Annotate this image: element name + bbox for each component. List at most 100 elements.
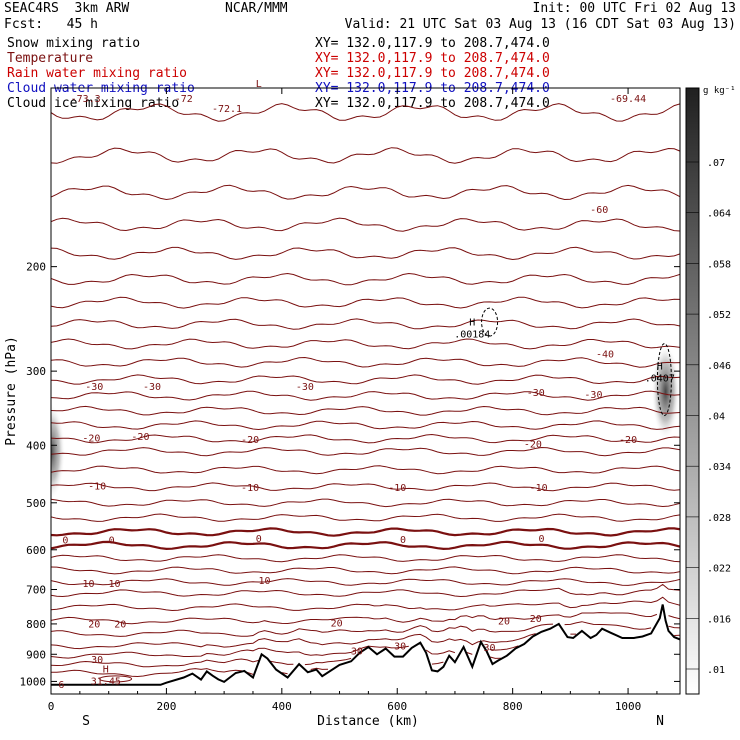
field-name-snow: Snow mixing ratio bbox=[7, 36, 141, 51]
x-axis-label: Distance (km) bbox=[317, 714, 419, 729]
temperature-contour-28 bbox=[51, 621, 680, 637]
y-tick-label-3: 500 bbox=[26, 497, 46, 510]
contour-label-30: 20 bbox=[331, 618, 343, 629]
contour-label-5: -40 bbox=[596, 349, 614, 360]
contour-label-9: -30 bbox=[527, 388, 545, 399]
temperature-contour-0 bbox=[51, 103, 680, 122]
colorbar-tick-label-10: .07 bbox=[707, 158, 725, 169]
contour-label-37: 6 bbox=[58, 680, 64, 691]
temperature-contour-29 bbox=[51, 633, 680, 650]
temperature-contour-2 bbox=[51, 184, 680, 201]
contour-label-20: 0 bbox=[62, 536, 68, 547]
field-name-temperature: Temperature bbox=[7, 51, 94, 66]
field-name-cloud-ice: Cloud ice mixing ratio bbox=[7, 96, 180, 111]
colorbar-tick-label-5: .04 bbox=[707, 412, 725, 423]
init-time: Init: 00 UTC Fri 02 Aug 13 bbox=[532, 1, 737, 16]
temperature-contour-6 bbox=[51, 296, 680, 309]
contour-label-14: -20 bbox=[524, 439, 542, 450]
y-tick-label-1: 300 bbox=[26, 365, 46, 378]
extremum-symbol-2: H bbox=[657, 361, 663, 372]
high-temperature-outline bbox=[99, 675, 133, 683]
model-title: SEAC4RS 3km ARW bbox=[4, 1, 130, 16]
contour-label-6: -30 bbox=[85, 382, 103, 393]
temperature-contour-32 bbox=[51, 668, 438, 676]
x-tick-label-3: 600 bbox=[387, 700, 407, 713]
temperature-contour-8 bbox=[51, 338, 680, 350]
contour-label-26: 10 bbox=[108, 579, 120, 590]
x-tick-label-4: 800 bbox=[503, 700, 523, 713]
y-axis-label: Pressure (hPa) bbox=[4, 336, 19, 446]
temperature-contour-23 bbox=[51, 566, 680, 575]
contour-label-16: -10 bbox=[88, 482, 106, 493]
temperature-contour-1 bbox=[51, 147, 680, 164]
field-name-rain: Rain water mixing ratio bbox=[7, 66, 188, 81]
extremum-symbol-1: H bbox=[469, 317, 475, 328]
temperature-contour-16 bbox=[51, 465, 680, 475]
contour-label-36: 30 bbox=[484, 643, 496, 654]
contour-label-34: 30 bbox=[351, 647, 363, 658]
temperature-contour-5 bbox=[51, 272, 680, 286]
temperature-contour-3 bbox=[51, 217, 680, 232]
y-tick-label-5: 700 bbox=[26, 584, 46, 597]
contour-label-18: -10 bbox=[388, 483, 406, 494]
colorbar-tick-label-0: .01 bbox=[707, 665, 725, 676]
colorbar-unit: g kg⁻¹ bbox=[703, 86, 736, 96]
colorbar-tick-label-1: .016 bbox=[707, 614, 731, 625]
y-tick-label-6: 800 bbox=[26, 618, 46, 631]
contour-label-7: -30 bbox=[143, 382, 161, 393]
contour-label-1: -72 bbox=[175, 94, 193, 105]
colorbar-tick-label-8: .058 bbox=[707, 259, 731, 270]
temperature-contour-21 bbox=[51, 540, 680, 551]
center-title: NCAR/MMM bbox=[225, 1, 288, 16]
contour-label-24: 0 bbox=[538, 534, 544, 545]
temperature-contour-22 bbox=[51, 554, 680, 563]
contour-label-13: -20 bbox=[241, 435, 259, 446]
temperature-contour-4 bbox=[51, 246, 680, 261]
contour-label-21: 0 bbox=[109, 536, 115, 547]
contour-label-32: 20 bbox=[530, 614, 542, 625]
colorbar-tick-label-3: .028 bbox=[707, 513, 731, 524]
field-name-cloud-water: Cloud water mixing ratio bbox=[7, 81, 195, 96]
contour-label-23: 0 bbox=[400, 535, 406, 546]
field-xy-snow: XY= 132.0,117.9 to 208.7,474.0 bbox=[315, 36, 550, 51]
contour-label-33: 30 bbox=[91, 655, 103, 666]
contour-label-12: -20 bbox=[131, 432, 149, 443]
temperature-contour-12 bbox=[51, 405, 680, 416]
cloud-ice-outline-0 bbox=[481, 307, 499, 337]
contour-label-0: -72.1 bbox=[212, 104, 242, 115]
contour-label-19: -10 bbox=[530, 483, 548, 494]
y-tick-label-2: 400 bbox=[26, 439, 46, 452]
temperature-contour-15 bbox=[51, 446, 680, 457]
temperature-contour-13 bbox=[51, 420, 680, 431]
end-label-north: N bbox=[656, 714, 664, 729]
contour-label-25: 10 bbox=[82, 579, 94, 590]
valid-time: Valid: 21 UTC Sat 03 Aug 13 (16 CDT Sat … bbox=[344, 17, 736, 32]
temperature-contour-11 bbox=[51, 390, 680, 401]
extremum-value-0: 31.45 bbox=[91, 676, 121, 687]
x-tick-label-5: 1000 bbox=[615, 700, 642, 713]
y-tick-label-4: 600 bbox=[26, 544, 46, 557]
colorbar-tick-label-9: .064 bbox=[707, 209, 731, 220]
colorbar-tick-label-4: .034 bbox=[707, 462, 731, 473]
temperature-contour-10 bbox=[51, 374, 680, 385]
x-tick-label-2: 400 bbox=[272, 700, 292, 713]
colorbar-tick-label-6: .046 bbox=[707, 361, 731, 372]
y-tick-label-7: 900 bbox=[26, 648, 46, 661]
cloud-ice-shading-1 bbox=[651, 343, 680, 440]
cloud-ice-outline-1 bbox=[656, 343, 672, 417]
colorbar bbox=[685, 87, 700, 695]
y-tick-label-0: 200 bbox=[26, 261, 46, 274]
temperature-contour-9 bbox=[51, 356, 680, 368]
x-tick-label-1: 200 bbox=[156, 700, 176, 713]
colorbar-tick-label-2: .022 bbox=[707, 564, 731, 575]
y-tick-label-8: 1000 bbox=[20, 675, 47, 688]
plot-frame bbox=[50, 87, 681, 695]
contour-label-22: 0 bbox=[256, 534, 262, 545]
contour-label-17: -10 bbox=[241, 483, 259, 494]
cloud-ice-shading-0 bbox=[51, 403, 65, 500]
contour-label-10: -30 bbox=[584, 390, 602, 401]
contour-label-31: 20 bbox=[498, 617, 510, 628]
field-xy-rain: XY= 132.0,117.9 to 208.7,474.0 bbox=[315, 66, 550, 81]
temperature-contour-25 bbox=[51, 583, 680, 598]
